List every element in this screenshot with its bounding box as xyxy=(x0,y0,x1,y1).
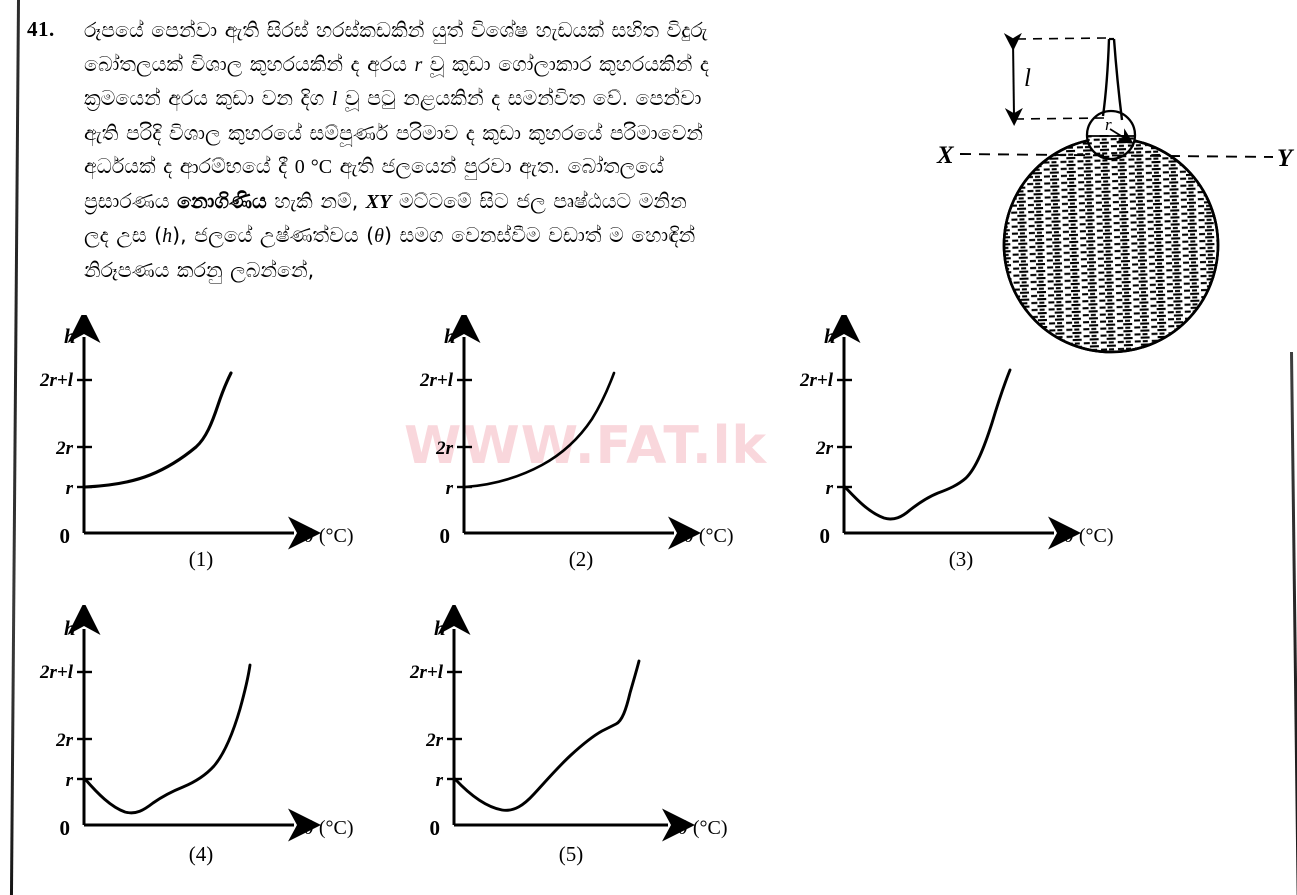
option-4-ylabel-2rl: 2r+l xyxy=(39,662,74,683)
option-5-axis-theta: θ (°C) xyxy=(678,817,728,839)
option-3-ylabel-2r: 2r xyxy=(815,438,834,459)
label-radius: r xyxy=(1105,115,1112,134)
option-2[interactable]: 2r+l 2r r 0 h θ (°C) (2) xyxy=(406,310,756,580)
question-line-8: නිරූපණය කරනු ලබන්නේ, xyxy=(84,257,315,282)
option-1-ylabel-2r: 2r xyxy=(55,438,74,459)
option-3-origin: 0 xyxy=(820,524,831,548)
tube-length-arrow xyxy=(1003,32,1023,126)
label-y: Y xyxy=(1277,145,1295,172)
option-3-graph: 2r+l 2r r 0 h θ (°C) xyxy=(799,310,1114,550)
option-1[interactable]: 2r+l 2r r 0 h θ (°C) (1) xyxy=(26,310,376,580)
option-1-origin: 0 xyxy=(60,524,71,548)
option-4[interactable]: 2r+l 2r r 0 h θ (°C) (4) xyxy=(26,602,376,875)
question-line-4: ඇති පරිදි විශාල කුහරයේ සම්පූර්ණ පරිමාව ද… xyxy=(84,120,703,145)
label-x: X xyxy=(936,142,955,169)
option-2-axis-theta: θ (°C) xyxy=(684,525,734,547)
option-3-ylabel-2rl: 2r+l xyxy=(799,370,834,391)
symbol-tube-length: l xyxy=(331,88,338,110)
apparatus-diagram: l r X Y xyxy=(936,32,1295,354)
option-4-curve xyxy=(83,663,252,815)
option-1-graph: 2r+l 2r r 0 h θ (°C) xyxy=(39,310,354,550)
symbol-initial-temperature: 0 °C xyxy=(294,156,333,178)
option-1-axis-theta: θ (°C) xyxy=(304,525,354,547)
question-line-3: ක්‍රමයෙන් අරය කුඩා වන දිග l වූ පටු නළයකි… xyxy=(84,86,702,110)
option-1-ylabel-2rl: 2r+l xyxy=(39,370,74,391)
option-5-curve xyxy=(453,659,641,812)
narrow-tube xyxy=(1101,37,1124,121)
option-3-caption: (3) xyxy=(948,547,974,571)
radius-arrow xyxy=(1109,128,1134,144)
option-4-ylabel-r: r xyxy=(66,770,74,791)
option-1-curve xyxy=(83,371,233,489)
large-cavity-liquid xyxy=(1004,138,1218,352)
option-1-axis-h: h xyxy=(64,324,76,348)
question-line-2: බෝතලයක් විශාල කුහරයකින් ද අරය r වූ කුඩා … xyxy=(84,51,709,76)
option-5-ylabel-2rl: 2r+l xyxy=(409,662,444,683)
symbol-temperature: θ xyxy=(374,225,384,247)
option-4-caption: (4) xyxy=(188,842,214,866)
option-5-origin: 0 xyxy=(430,816,441,840)
option-3-curve xyxy=(843,368,1012,521)
question-line-1: රූපයේ පෙන්වා ඇති සිරස් හරස්කඩකින් යුත් ව… xyxy=(84,18,708,42)
option-3-axis-h: h xyxy=(824,324,836,348)
option-5-axis-h: h xyxy=(434,616,446,640)
option-1-ylabel-r: r xyxy=(66,478,74,499)
question-number: 41. xyxy=(27,17,55,41)
option-4-ylabel-2r: 2r xyxy=(55,730,74,751)
option-2-ylabel-2r: 2r xyxy=(435,438,454,459)
option-2-ylabel-2rl: 2r+l xyxy=(419,370,454,391)
option-2-curve xyxy=(463,371,616,489)
option-5-caption: (5) xyxy=(558,842,584,866)
option-4-axis-h: h xyxy=(64,616,76,640)
symbol-height: h xyxy=(162,225,173,247)
symbol-level-line: XY xyxy=(365,190,392,213)
question-line-7: ලද උස (h), ජලයේ උෂ්ණත්වය (θ) සමග වෙනස්වී… xyxy=(84,223,696,247)
option-4-origin: 0 xyxy=(60,816,71,840)
question-line-5: අර්ධයක් ද ආරම්භයේ දී 0 °C ඇති ජලයෙන් පුර… xyxy=(84,154,665,178)
option-1-caption: (1) xyxy=(188,547,214,571)
question-text: රූපයේ පෙන්වා ඇති සිරස් හරස්කඩකින් යුත් ව… xyxy=(84,14,874,287)
option-2-axis-h: h xyxy=(444,324,456,348)
question-line-6: ප්‍රසාරණය නොගිණිය හැකි නම්, XY මට්ටමේ සි… xyxy=(84,188,687,213)
scan-edge-right xyxy=(1290,351,1297,895)
option-2-graph: 2r+l 2r r 0 h θ (°C) xyxy=(419,310,734,550)
option-4-axis-theta: θ (°C) xyxy=(304,817,354,839)
option-5-ylabel-r: r xyxy=(436,770,444,791)
option-2-ylabel-r: r xyxy=(446,478,454,499)
option-5-ylabel-2r: 2r xyxy=(425,730,444,751)
xy-level-line xyxy=(959,153,1274,158)
option-5[interactable]: 2r+l 2r r 0 h θ (°C) (5) xyxy=(396,602,746,875)
option-3-axis-theta: θ (°C) xyxy=(1064,525,1114,547)
bold-phrase: නොගිණිය xyxy=(177,188,267,213)
option-3[interactable]: 2r+l 2r r 0 h θ (°C) (3) xyxy=(786,310,1136,580)
option-3-ylabel-r: r xyxy=(826,478,834,499)
scan-edge-left xyxy=(9,0,20,895)
large-cavity xyxy=(1002,136,1220,354)
label-tube-length: l xyxy=(1024,65,1031,92)
option-2-origin: 0 xyxy=(440,524,451,548)
option-2-caption: (2) xyxy=(568,547,594,571)
option-5-graph: 2r+l 2r r 0 h θ (°C) xyxy=(409,602,728,842)
option-4-graph: 2r+l 2r r 0 h θ (°C) xyxy=(39,602,354,842)
symbol-radius: r xyxy=(414,53,423,76)
